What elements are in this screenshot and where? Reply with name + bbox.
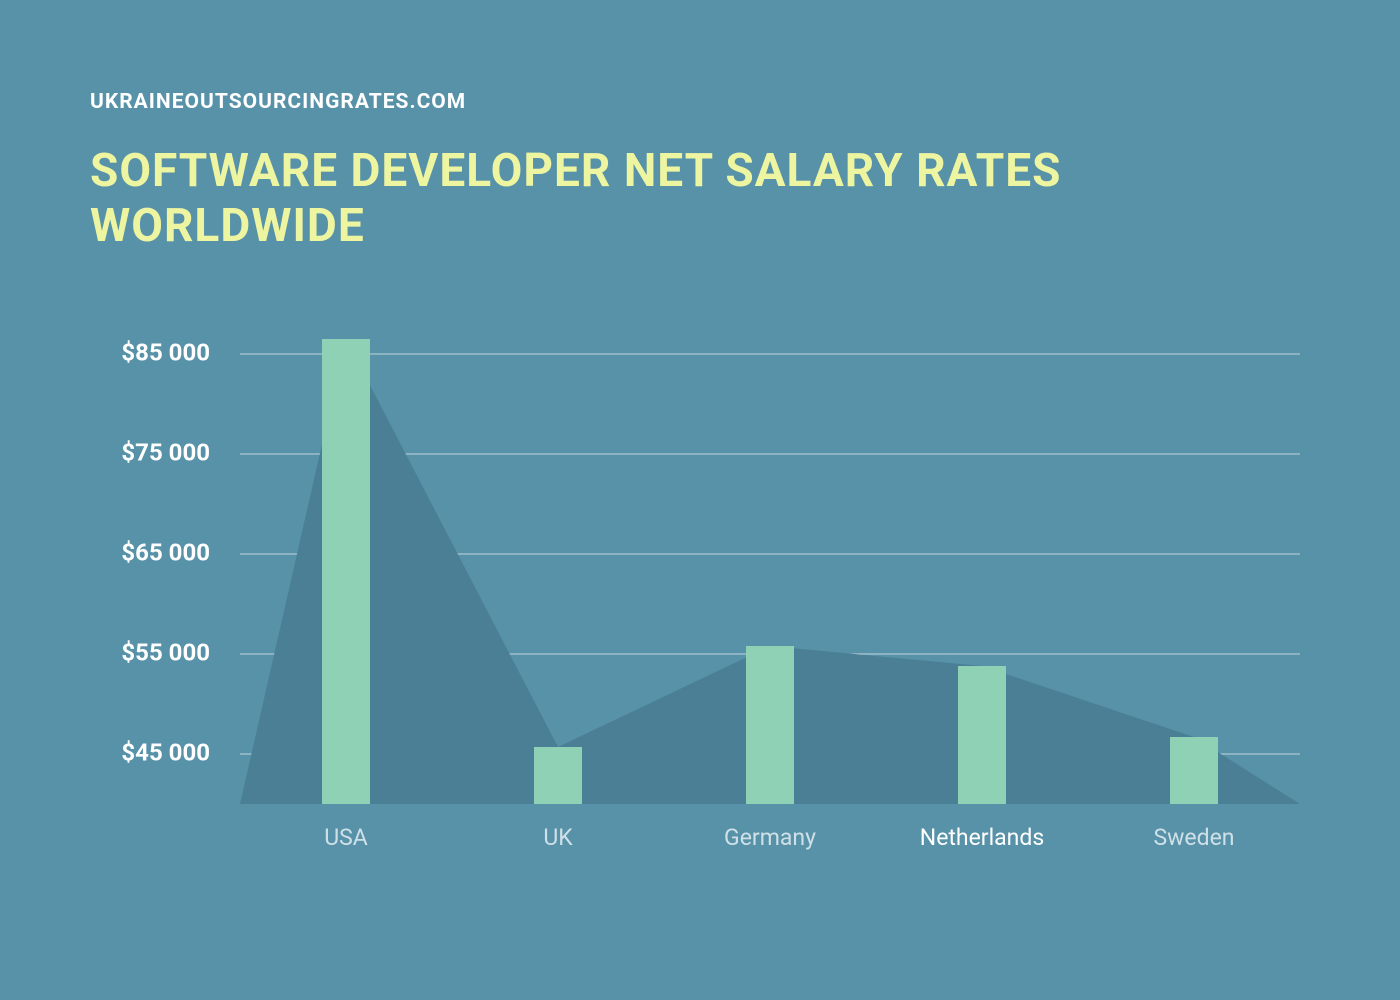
- chart-title: SOFTWARE DEVELOPER NET SALARY RATES WORL…: [90, 144, 1310, 254]
- ytick-label: $45 000: [121, 739, 210, 767]
- xtick-label: USA: [324, 824, 368, 851]
- bar: [534, 747, 582, 804]
- xtick-label: Netherlands: [920, 824, 1044, 851]
- xtick-label: Germany: [724, 824, 816, 851]
- ytick-label: $75 000: [121, 439, 210, 467]
- ytick-label: $85 000: [121, 339, 210, 367]
- xtick-label: Sweden: [1153, 824, 1234, 851]
- ytick-label: $55 000: [121, 639, 210, 667]
- bar: [958, 666, 1006, 804]
- xtick-label: UK: [543, 824, 573, 851]
- infographic-canvas: UKRAINEOUTSOURCINGRATES.COM SOFTWARE DEV…: [0, 0, 1400, 1000]
- bar: [1170, 737, 1218, 804]
- bar: [322, 339, 370, 804]
- salary-chart: $45 000 $55 000 $65 000 $75 000 $85 000 USA UK…: [90, 314, 1310, 874]
- bar: [746, 646, 794, 804]
- source-label: UKRAINEOUTSOURCINGRATES.COM: [90, 90, 1310, 114]
- ytick-label: $65 000: [121, 539, 210, 567]
- chart-svg: $45 000 $55 000 $65 000 $75 000 $85 000 USA UK…: [90, 314, 1310, 874]
